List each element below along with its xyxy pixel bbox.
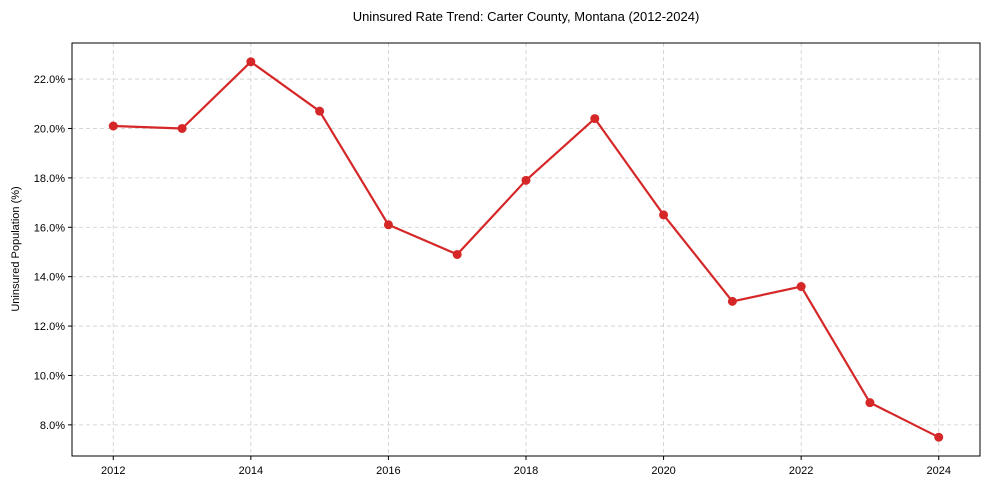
y-tick-label: 16.0%	[34, 222, 65, 234]
y-tick-label: 10.0%	[34, 370, 65, 382]
plot-frame	[71, 42, 981, 457]
data-point-marker	[590, 114, 600, 124]
y-tick-label: 18.0%	[34, 173, 65, 185]
y-tick-label: 12.0%	[34, 321, 65, 333]
x-tick-label: 2020	[651, 465, 675, 477]
data-point-marker	[934, 432, 944, 442]
y-axis-ticks: 8.0% 10.0% 12.0% 14.0% 16.0% 18.0% 20.0% 22.0%	[34, 74, 72, 432]
x-tick-label: 2022	[789, 465, 813, 477]
data-point-marker	[383, 220, 393, 230]
data-series	[108, 57, 944, 442]
y-tick-label: 8.0%	[40, 420, 65, 432]
data-point-marker	[452, 249, 462, 259]
x-tick-label: 2014	[239, 465, 263, 477]
y-axis-label: Uninsured Population (%)	[10, 186, 22, 311]
y-tick-label: 20.0%	[34, 123, 65, 135]
data-point-marker	[246, 57, 256, 67]
y-tick-label: 22.0%	[34, 74, 65, 86]
x-tick-label: 2018	[514, 465, 538, 477]
data-point-marker	[796, 282, 806, 292]
x-axis-ticks: 2012 2014 2016 2018 2020 2022 2024	[101, 456, 951, 477]
data-point-marker	[521, 175, 531, 185]
x-tick-label: 2016	[376, 465, 400, 477]
data-point-marker	[865, 398, 875, 408]
data-point-marker	[315, 106, 325, 116]
data-point-marker	[108, 121, 118, 131]
x-tick-label: 2012	[101, 465, 125, 477]
data-point-marker	[659, 210, 669, 220]
chart-title: Uninsured Rate Trend: Carter County, Mon…	[353, 9, 700, 24]
y-tick-label: 14.0%	[34, 272, 65, 284]
gridlines	[72, 43, 980, 456]
data-point-marker	[177, 123, 187, 133]
data-point-marker	[727, 296, 737, 306]
x-tick-label: 2024	[926, 465, 950, 477]
